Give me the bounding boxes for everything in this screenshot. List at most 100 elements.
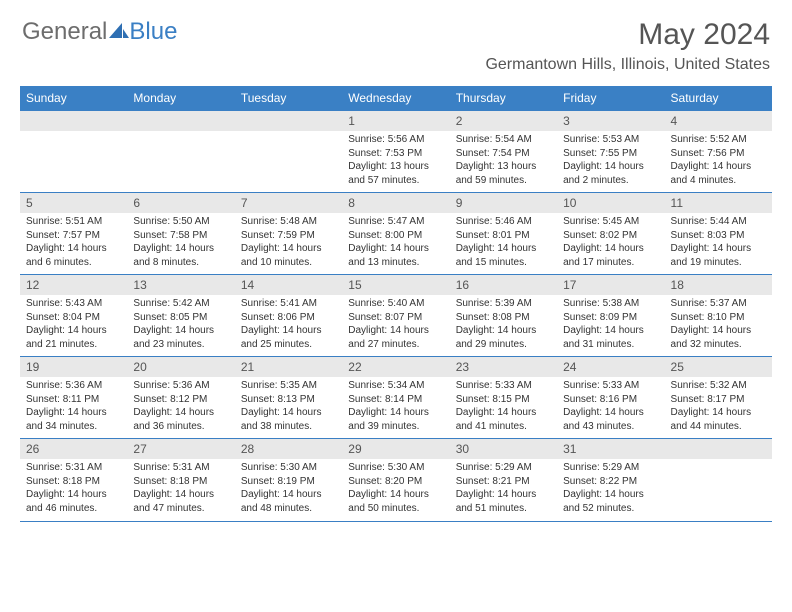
day-cell: 22Sunrise: 5:34 AMSunset: 8:14 PMDayligh… (342, 357, 449, 439)
sunset-text: Sunset: 7:59 PM (241, 229, 336, 243)
day-body: Sunrise: 5:36 AMSunset: 8:12 PMDaylight:… (127, 377, 234, 437)
day-body: Sunrise: 5:52 AMSunset: 7:56 PMDaylight:… (665, 131, 772, 191)
sunset-text: Sunset: 7:57 PM (26, 229, 121, 243)
daylight-text: Daylight: 14 hours and 21 minutes. (26, 324, 121, 351)
day-body: Sunrise: 5:30 AMSunset: 8:19 PMDaylight:… (235, 459, 342, 519)
day-number: 22 (342, 357, 449, 377)
sunset-text: Sunset: 8:06 PM (241, 311, 336, 325)
sunrise-text: Sunrise: 5:39 AM (456, 297, 551, 311)
sunset-text: Sunset: 8:16 PM (563, 393, 658, 407)
sunrise-text: Sunrise: 5:31 AM (133, 461, 228, 475)
daylight-text: Daylight: 14 hours and 46 minutes. (26, 488, 121, 515)
sunset-text: Sunset: 8:21 PM (456, 475, 551, 489)
sunrise-text: Sunrise: 5:53 AM (563, 133, 658, 147)
day-cell: 20Sunrise: 5:36 AMSunset: 8:12 PMDayligh… (127, 357, 234, 439)
day-number: 11 (665, 193, 772, 213)
day-number: 8 (342, 193, 449, 213)
day-cell: 14Sunrise: 5:41 AMSunset: 8:06 PMDayligh… (235, 275, 342, 357)
day-number: 25 (665, 357, 772, 377)
sunset-text: Sunset: 8:20 PM (348, 475, 443, 489)
day-cell: 15Sunrise: 5:40 AMSunset: 8:07 PMDayligh… (342, 275, 449, 357)
day-body: Sunrise: 5:33 AMSunset: 8:15 PMDaylight:… (450, 377, 557, 437)
sunset-text: Sunset: 8:07 PM (348, 311, 443, 325)
sunrise-text: Sunrise: 5:54 AM (456, 133, 551, 147)
day-body: Sunrise: 5:54 AMSunset: 7:54 PMDaylight:… (450, 131, 557, 191)
daylight-text: Daylight: 14 hours and 25 minutes. (241, 324, 336, 351)
day-cell: 18Sunrise: 5:37 AMSunset: 8:10 PMDayligh… (665, 275, 772, 357)
daylight-text: Daylight: 14 hours and 10 minutes. (241, 242, 336, 269)
day-body: Sunrise: 5:43 AMSunset: 8:04 PMDaylight:… (20, 295, 127, 355)
day-body: Sunrise: 5:45 AMSunset: 8:02 PMDaylight:… (557, 213, 664, 273)
day-number: 2 (450, 111, 557, 131)
day-cell (127, 111, 234, 193)
daylight-text: Daylight: 14 hours and 39 minutes. (348, 406, 443, 433)
calendar-table: SundayMondayTuesdayWednesdayThursdayFrid… (20, 86, 772, 521)
day-number: 24 (557, 357, 664, 377)
sunrise-text: Sunrise: 5:33 AM (563, 379, 658, 393)
day-body: Sunrise: 5:29 AMSunset: 8:21 PMDaylight:… (450, 459, 557, 519)
sunset-text: Sunset: 8:05 PM (133, 311, 228, 325)
day-number: 12 (20, 275, 127, 295)
sunrise-text: Sunrise: 5:48 AM (241, 215, 336, 229)
sunset-text: Sunset: 8:04 PM (26, 311, 121, 325)
day-cell (665, 439, 772, 521)
day-number: 20 (127, 357, 234, 377)
sunrise-text: Sunrise: 5:47 AM (348, 215, 443, 229)
day-number: 6 (127, 193, 234, 213)
location-text: Germantown Hills, Illinois, United State… (485, 56, 770, 74)
sunrise-text: Sunrise: 5:34 AM (348, 379, 443, 393)
day-body: Sunrise: 5:31 AMSunset: 8:18 PMDaylight:… (127, 459, 234, 519)
day-number: 21 (235, 357, 342, 377)
daylight-text: Daylight: 14 hours and 52 minutes. (563, 488, 658, 515)
sunrise-text: Sunrise: 5:44 AM (671, 215, 766, 229)
daylight-text: Daylight: 14 hours and 15 minutes. (456, 242, 551, 269)
daylight-text: Daylight: 14 hours and 17 minutes. (563, 242, 658, 269)
sunset-text: Sunset: 8:00 PM (348, 229, 443, 243)
sunrise-text: Sunrise: 5:40 AM (348, 297, 443, 311)
sunrise-text: Sunrise: 5:33 AM (456, 379, 551, 393)
day-cell: 30Sunrise: 5:29 AMSunset: 8:21 PMDayligh… (450, 439, 557, 521)
sunset-text: Sunset: 8:18 PM (133, 475, 228, 489)
dow-cell: Monday (127, 86, 234, 111)
day-body: Sunrise: 5:51 AMSunset: 7:57 PMDaylight:… (20, 213, 127, 273)
logo-text-1: General (22, 18, 107, 46)
day-cell: 10Sunrise: 5:45 AMSunset: 8:02 PMDayligh… (557, 193, 664, 275)
daylight-text: Daylight: 14 hours and 13 minutes. (348, 242, 443, 269)
day-number: 3 (557, 111, 664, 131)
sunrise-text: Sunrise: 5:56 AM (348, 133, 443, 147)
week-row: 19Sunrise: 5:36 AMSunset: 8:11 PMDayligh… (20, 357, 772, 439)
sunrise-text: Sunrise: 5:32 AM (671, 379, 766, 393)
day-number (235, 111, 342, 131)
daylight-text: Daylight: 14 hours and 47 minutes. (133, 488, 228, 515)
day-cell: 8 Sunrise: 5:47 AMSunset: 8:00 PMDaylight… (342, 193, 449, 275)
dow-cell: Friday (557, 86, 664, 111)
sunrise-text: Sunrise: 5:38 AM (563, 297, 658, 311)
day-body: Sunrise: 5:42 AMSunset: 8:05 PMDaylight:… (127, 295, 234, 355)
day-number: 28 (235, 439, 342, 459)
day-body: Sunrise: 5:29 AMSunset: 8:22 PMDaylight:… (557, 459, 664, 519)
day-body: Sunrise: 5:48 AMSunset: 7:59 PMDaylight:… (235, 213, 342, 273)
day-cell (235, 111, 342, 193)
day-number: 14 (235, 275, 342, 295)
daylight-text: Daylight: 14 hours and 44 minutes. (671, 406, 766, 433)
sunset-text: Sunset: 7:55 PM (563, 147, 658, 161)
sunset-text: Sunset: 8:01 PM (456, 229, 551, 243)
day-number (665, 439, 772, 459)
sunrise-text: Sunrise: 5:45 AM (563, 215, 658, 229)
sunrise-text: Sunrise: 5:42 AM (133, 297, 228, 311)
day-cell: 1Sunrise: 5:56 AMSunset: 7:53 PMDaylight… (342, 111, 449, 193)
sunrise-text: Sunrise: 5:30 AM (241, 461, 336, 475)
day-number: 23 (450, 357, 557, 377)
sunset-text: Sunset: 8:02 PM (563, 229, 658, 243)
day-cell: 11Sunrise: 5:44 AMSunset: 8:03 PMDayligh… (665, 193, 772, 275)
sunset-text: Sunset: 7:58 PM (133, 229, 228, 243)
sunset-text: Sunset: 7:53 PM (348, 147, 443, 161)
daylight-text: Daylight: 14 hours and 27 minutes. (348, 324, 443, 351)
sunset-text: Sunset: 8:17 PM (671, 393, 766, 407)
daylight-text: Daylight: 14 hours and 19 minutes. (671, 242, 766, 269)
dow-cell: Sunday (20, 86, 127, 111)
day-body: Sunrise: 5:56 AMSunset: 7:53 PMDaylight:… (342, 131, 449, 191)
day-body: Sunrise: 5:44 AMSunset: 8:03 PMDaylight:… (665, 213, 772, 273)
day-body: Sunrise: 5:38 AMSunset: 8:09 PMDaylight:… (557, 295, 664, 355)
sunset-text: Sunset: 7:54 PM (456, 147, 551, 161)
